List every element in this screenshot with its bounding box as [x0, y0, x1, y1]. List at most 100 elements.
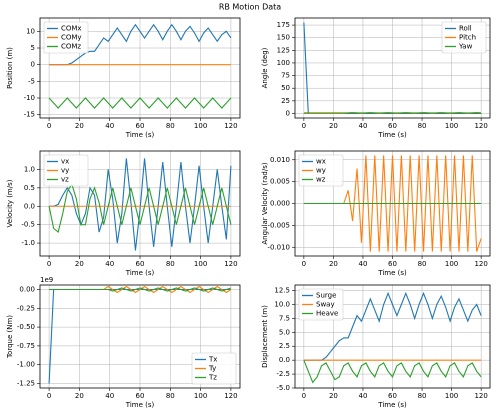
subplot: 0 20 40 60 80 100 120 -1.25 -1.00 -0.75 -0.50 -0.25…	[6, 276, 241, 409]
legend-label: vx	[61, 158, 69, 166]
y-tick-label: 5	[31, 44, 35, 52]
y-tick-label: 0	[31, 61, 35, 69]
x-tick-label: 0	[302, 122, 306, 130]
x-axis-label: Time (s)	[125, 269, 155, 277]
x-axis-label: Time (s)	[377, 401, 407, 409]
y-tick-label: 0.5	[24, 184, 35, 192]
y-tick-label: -0.25	[17, 304, 35, 312]
x-tick-label: 80	[418, 122, 427, 130]
data-line	[49, 23, 232, 66]
y-tick-label: 5.0	[279, 328, 290, 336]
legend-box	[298, 288, 344, 321]
y-tick-label: 25	[281, 97, 290, 105]
legend-box	[441, 21, 487, 54]
y-tick-label: 10.0	[274, 300, 290, 308]
y-tick-label: 0.00	[19, 286, 35, 294]
y-tick-label: -1.25	[17, 379, 35, 387]
y-axis-label: Position (m)	[6, 47, 14, 89]
legend-label: Heave	[316, 310, 338, 318]
legend-label: wx	[316, 158, 326, 166]
legend-label: Ty	[208, 365, 216, 373]
y-tick-label: 0.0	[24, 202, 35, 210]
x-tick-label: 20	[75, 260, 84, 268]
data-line	[48, 182, 232, 234]
x-tick-label: 40	[105, 122, 114, 130]
x-tick-label: 20	[329, 122, 338, 130]
axes-frame	[294, 284, 491, 389]
y-tick-label: -0.005	[267, 221, 290, 229]
y-tick-label: 0.000	[270, 200, 290, 208]
x-tick-label: 100	[445, 122, 458, 130]
y-tick-label: 100	[277, 59, 290, 67]
legend-box	[191, 352, 237, 385]
subplot: 0 20 40 60 80 100 120 -1.0 -0.5 0.0 0.5 1.0 Time (s)…	[6, 150, 241, 277]
figure-title: RB Motion Data	[219, 3, 281, 12]
x-tick-label: 40	[105, 260, 114, 268]
legend-label: COMz	[61, 43, 81, 51]
x-tick-label: 80	[418, 392, 427, 400]
y-tick-label: 125	[277, 46, 290, 54]
y-axis-label: Displacement (m)	[261, 305, 269, 368]
x-tick-label: 20	[75, 392, 84, 400]
y-tick-label: 2.5	[279, 342, 290, 350]
axes-frame	[294, 17, 491, 119]
y-tick-label: -1.0	[21, 239, 35, 247]
data-line	[49, 287, 232, 292]
y-tick-label: 0.010	[270, 156, 290, 164]
legend-label: Surge	[316, 292, 336, 300]
x-axis-label: Time (s)	[377, 131, 407, 139]
y-tick-label: -0.5	[21, 221, 35, 229]
legend-label: vz	[61, 176, 69, 184]
x-tick-label: 80	[166, 392, 175, 400]
y-tick-label: -0.50	[17, 323, 35, 331]
subplot: 0 20 40 60 80 100 120 -0.010 -0.005 0.000 0.005 0.0…	[261, 150, 491, 277]
x-tick-label: 80	[166, 260, 175, 268]
data-line	[49, 158, 232, 251]
y-tick-label: 10	[26, 27, 35, 35]
axes-frame	[39, 150, 241, 257]
x-tick-label: 40	[358, 260, 367, 268]
x-tick-label: 0	[47, 122, 51, 130]
y-tick-label: 50	[281, 84, 290, 92]
x-tick-label: 40	[105, 392, 114, 400]
y-tick-label: 175	[277, 21, 290, 29]
subplot: 0 20 40 60 80 100 120 -15 -10 -5 0 5 10 Time (s) Posit…	[6, 17, 241, 139]
y-axis-label: Torque (Nm)	[6, 315, 14, 359]
subplot: 0 20 40 60 80 100 120 -5.0 -2.5 0.0 2.5 5.0 7.5 10.0 1…	[261, 284, 491, 409]
data-line	[303, 291, 482, 361]
x-tick-label: 20	[75, 122, 84, 130]
x-tick-label: 20	[329, 392, 338, 400]
legend-box	[43, 154, 89, 187]
y-tick-label: -5	[28, 77, 35, 85]
y-tick-label: 12.5	[274, 287, 290, 295]
legend-label: Tz	[208, 374, 217, 382]
y-axis-label: Angle (deg)	[261, 47, 269, 88]
x-tick-label: 100	[194, 260, 207, 268]
y-tick-label: 150	[277, 34, 290, 42]
x-tick-label: 100	[445, 260, 458, 268]
x-tick-label: 20	[329, 260, 338, 268]
data-line	[48, 97, 232, 109]
y-tick-label: -0.75	[17, 342, 35, 350]
legend-label: Sway	[316, 301, 335, 309]
y-tick-label: 0.005	[270, 178, 290, 186]
x-tick-label: 0	[47, 392, 51, 400]
x-axis-label: Time (s)	[125, 131, 155, 139]
axes-frame	[294, 150, 491, 257]
x-axis-label: Time (s)	[125, 401, 155, 409]
x-tick-label: 40	[358, 122, 367, 130]
x-tick-label: 0	[302, 260, 306, 268]
legend-label: Pitch	[459, 34, 476, 42]
legend-label: Roll	[459, 25, 472, 33]
y-tick-label: -15	[24, 111, 35, 119]
x-tick-label: 60	[136, 260, 145, 268]
x-tick-label: 120	[224, 392, 237, 400]
legend-box	[298, 154, 344, 187]
data-line	[303, 359, 482, 384]
legend-label: COMx	[61, 25, 82, 33]
